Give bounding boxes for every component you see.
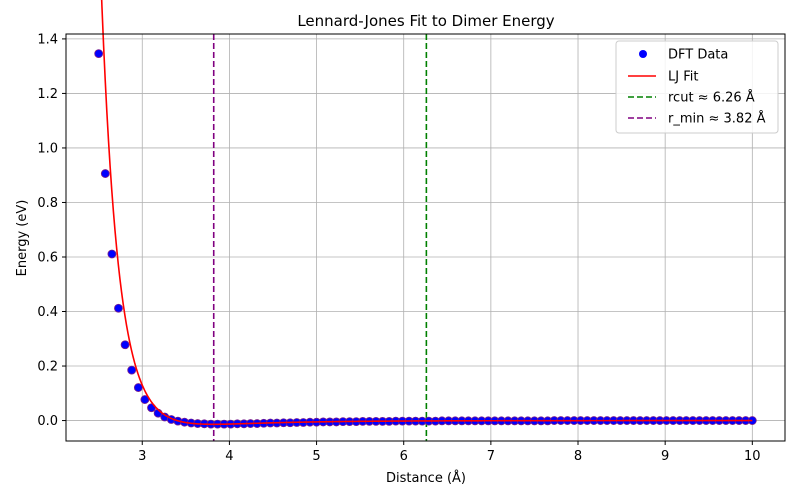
- chart-title: Lennard-Jones Fit to Dimer Energy: [297, 12, 554, 30]
- legend-label-dft: DFT Data: [668, 48, 728, 63]
- dft-data-point: [94, 49, 104, 59]
- dft-data-point: [114, 303, 123, 313]
- legend: DFT Data LJ Fit rcut ≈ 6.26 Å r_min ≈ 3.82 …: [615, 40, 779, 134]
- y-tick-label: 0.6: [37, 250, 58, 265]
- x-tick-label: 5: [312, 449, 320, 464]
- y-tick-label: 1.4: [37, 32, 58, 47]
- x-tick-label: 7: [487, 449, 495, 464]
- dft-data-point: [100, 169, 110, 178]
- x-tick-label: 6: [400, 449, 408, 464]
- legend-label-rcut: rcut ≈ 6.26 Å: [668, 90, 755, 106]
- dft-data-point: [120, 340, 130, 350]
- dft-data-point: [133, 383, 143, 392]
- x-tick-label: 10: [744, 449, 761, 464]
- x-tick-label: 9: [661, 449, 669, 464]
- x-tick-label: 3: [138, 449, 146, 464]
- legend-marker-dft: [639, 50, 647, 58]
- y-tick-label: 1.2: [37, 87, 58, 102]
- legend-box: [615, 40, 779, 134]
- y-tick-label: 0.4: [37, 305, 58, 320]
- y-tick-label: 1.0: [37, 141, 58, 156]
- y-axis-title: Energy (eV): [15, 200, 30, 277]
- y-tick-label: 0.2: [37, 360, 58, 375]
- x-tick-label: 4: [225, 449, 233, 464]
- x-tick-label: 8: [574, 449, 582, 464]
- y-tick-label: 0.8: [37, 196, 58, 211]
- plot-frame: [65, 33, 786, 442]
- y-tick-label: 0.0: [37, 414, 58, 429]
- legend-label-r-min: r_min ≈ 3.82 Å: [668, 111, 766, 127]
- dft-data-point: [107, 249, 117, 259]
- dft-data-point: [127, 365, 137, 375]
- lj-fit-curve: [100, 0, 753, 426]
- x-axis-title: Distance (Å): [386, 470, 466, 486]
- legend-label-lj-fit: LJ Fit: [668, 70, 698, 85]
